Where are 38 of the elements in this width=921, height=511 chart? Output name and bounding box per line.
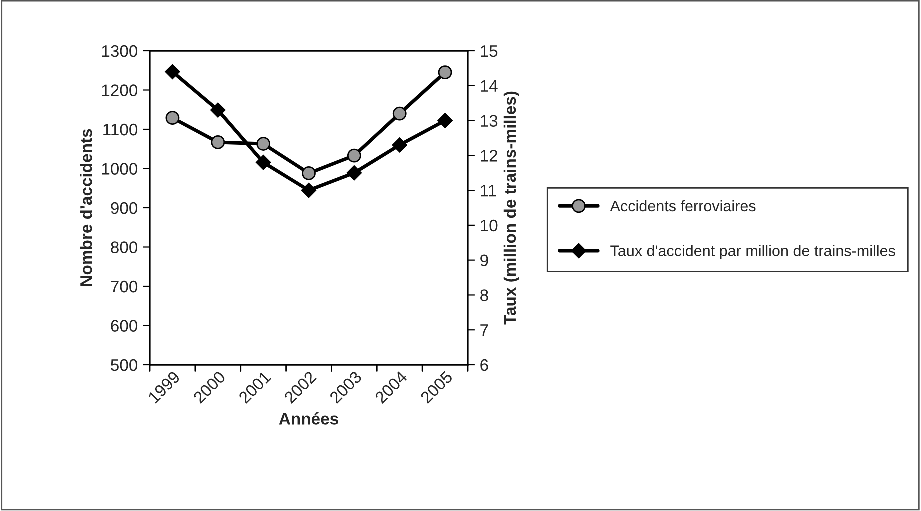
point <box>302 166 316 180</box>
y-tick-label: 800 <box>111 242 138 254</box>
point <box>256 137 271 151</box>
point <box>211 136 226 150</box>
y-axis-title: Nombre d'accidents <box>80 129 92 286</box>
y2-tick-label: 14 <box>481 80 498 92</box>
point <box>392 106 407 121</box>
point <box>392 138 408 153</box>
point <box>301 182 317 198</box>
y2-tick-label: 7 <box>480 324 488 336</box>
y-tick-label: 1000 <box>102 163 138 175</box>
legend-label: Accidents ferroviaires <box>610 200 756 212</box>
y2-tick-label: 6 <box>480 359 488 372</box>
point <box>256 155 272 170</box>
y2-tick-label: 12 <box>481 150 498 162</box>
y-tick-label: 500 <box>111 359 138 372</box>
legend-label: Taux d'accident par million de trains-milles <box>610 245 896 260</box>
y2-tick-label: 9 <box>480 254 488 267</box>
y-tick-label: 1300 <box>102 45 138 58</box>
point <box>346 166 362 181</box>
point <box>165 64 180 80</box>
y2-tick-label: 10 <box>481 220 498 232</box>
y-tick-label: 1100 <box>104 124 138 136</box>
point <box>438 66 452 80</box>
y2-tick-label: 8 <box>480 290 488 302</box>
point <box>438 113 453 128</box>
point <box>347 148 362 163</box>
point <box>166 111 180 126</box>
y2-tick-label: 15 <box>481 46 498 58</box>
y-tick-label: 1200 <box>102 84 138 96</box>
y2-tick-label: 11 <box>481 185 496 197</box>
y-tick-label: 900 <box>111 202 138 214</box>
y-tick-label: 600 <box>111 320 138 332</box>
y-tick-label: 700 <box>111 280 138 293</box>
x-axis-title: Années <box>279 412 338 425</box>
point <box>210 102 226 118</box>
y2-tick-label: 13 <box>481 115 498 127</box>
y2-axis-title: Taux (million de trains-milles) <box>504 92 520 325</box>
